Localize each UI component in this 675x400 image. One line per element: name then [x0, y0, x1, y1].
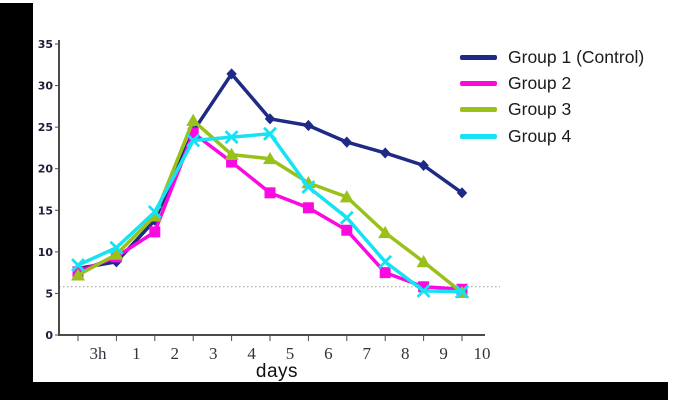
triangle-marker	[263, 151, 277, 165]
series-line-1	[77, 72, 464, 271]
diamond-marker	[226, 68, 237, 80]
diamond-marker	[303, 119, 314, 132]
y-tick-label: 30	[38, 80, 54, 93]
left-black-bar	[0, 3, 33, 400]
x-marker	[109, 240, 124, 255]
x-marker	[71, 258, 85, 273]
x-marker	[455, 284, 469, 299]
series-group-3	[71, 113, 469, 298]
square-marker	[187, 127, 199, 139]
square-marker	[379, 267, 391, 279]
x-marker	[339, 210, 354, 225]
y-tick-labels: 0 5 10 15 20 25 30 35	[38, 38, 59, 342]
x-tick-label: 1	[132, 344, 141, 363]
square-marker	[149, 226, 161, 238]
triangle-marker	[147, 209, 162, 222]
square-marker	[226, 156, 238, 168]
legend-item-4: Group 4	[460, 123, 644, 149]
x-tick-label: 4	[247, 344, 256, 363]
legend-label: Group 1 (Control)	[508, 46, 645, 67]
x-tick-label: 9	[439, 344, 448, 363]
legend-swatch	[460, 54, 497, 60]
x-tick-label: 6	[324, 344, 333, 363]
x-marker	[378, 254, 393, 269]
triangle-marker	[186, 113, 201, 126]
square-marker	[302, 202, 314, 214]
square-marker	[341, 224, 353, 236]
y-tick-label: 25	[38, 121, 53, 134]
y-tick-label: 0	[45, 329, 53, 342]
diamond-marker	[380, 147, 391, 159]
legend-item-1: Group 1 (Control)	[460, 44, 644, 70]
square-marker	[418, 281, 430, 293]
legend-swatch	[460, 81, 497, 87]
x-tick-label: 3h	[90, 344, 108, 363]
legend: Group 1 (Control) Group 2 Group 3 Group 4	[460, 44, 644, 150]
legend-swatch	[460, 107, 497, 113]
x-tick-label: 3	[209, 344, 218, 363]
triangle-marker	[71, 268, 85, 281]
y-tick-label: 35	[38, 38, 53, 51]
x-tick-label: 7	[363, 344, 372, 363]
x-marker	[301, 180, 316, 194]
triangle-marker	[109, 247, 124, 260]
square-marker	[264, 187, 276, 199]
x-marker	[224, 130, 239, 145]
x-tick-label: 2	[171, 344, 180, 363]
triangle-marker	[339, 190, 354, 203]
triangle-marker	[378, 225, 393, 239]
triangle-marker	[416, 255, 431, 268]
diamond-marker	[456, 187, 468, 199]
x-marker	[263, 126, 277, 141]
legend-label: Group 2	[508, 73, 572, 94]
series-group-1	[72, 68, 468, 275]
y-tick-label: 20	[38, 163, 54, 176]
axes	[58, 40, 485, 336]
series-line-3	[77, 118, 464, 294]
x-marker	[147, 204, 162, 219]
x-marker	[416, 283, 431, 298]
diamond-marker	[341, 136, 352, 148]
legend-swatch	[460, 133, 497, 139]
x-tick-label: 8	[401, 344, 410, 363]
series-group-4	[71, 126, 469, 299]
diamond-marker	[264, 113, 276, 125]
legend-label: Group 3	[508, 99, 572, 120]
x-tick-label: 5	[286, 344, 295, 363]
triangle-marker	[224, 147, 239, 160]
y-tick-label: 15	[38, 204, 53, 217]
diamond-marker	[418, 159, 429, 171]
y-tick-label: 5	[45, 287, 53, 300]
x-tick-label: 10	[474, 344, 491, 363]
x-marker	[186, 133, 201, 148]
legend-item-2: Group 2	[460, 70, 644, 96]
x-axis-title: days	[255, 361, 299, 382]
x-tick-labels: 3h 1 2 3 4 5 6 7 8 9 10	[77, 335, 491, 363]
y-tick-label: 10	[38, 246, 54, 259]
legend-label: Group 4	[508, 125, 572, 146]
bottom-black-bar	[0, 382, 668, 400]
legend-item-3: Group 3	[460, 97, 644, 123]
